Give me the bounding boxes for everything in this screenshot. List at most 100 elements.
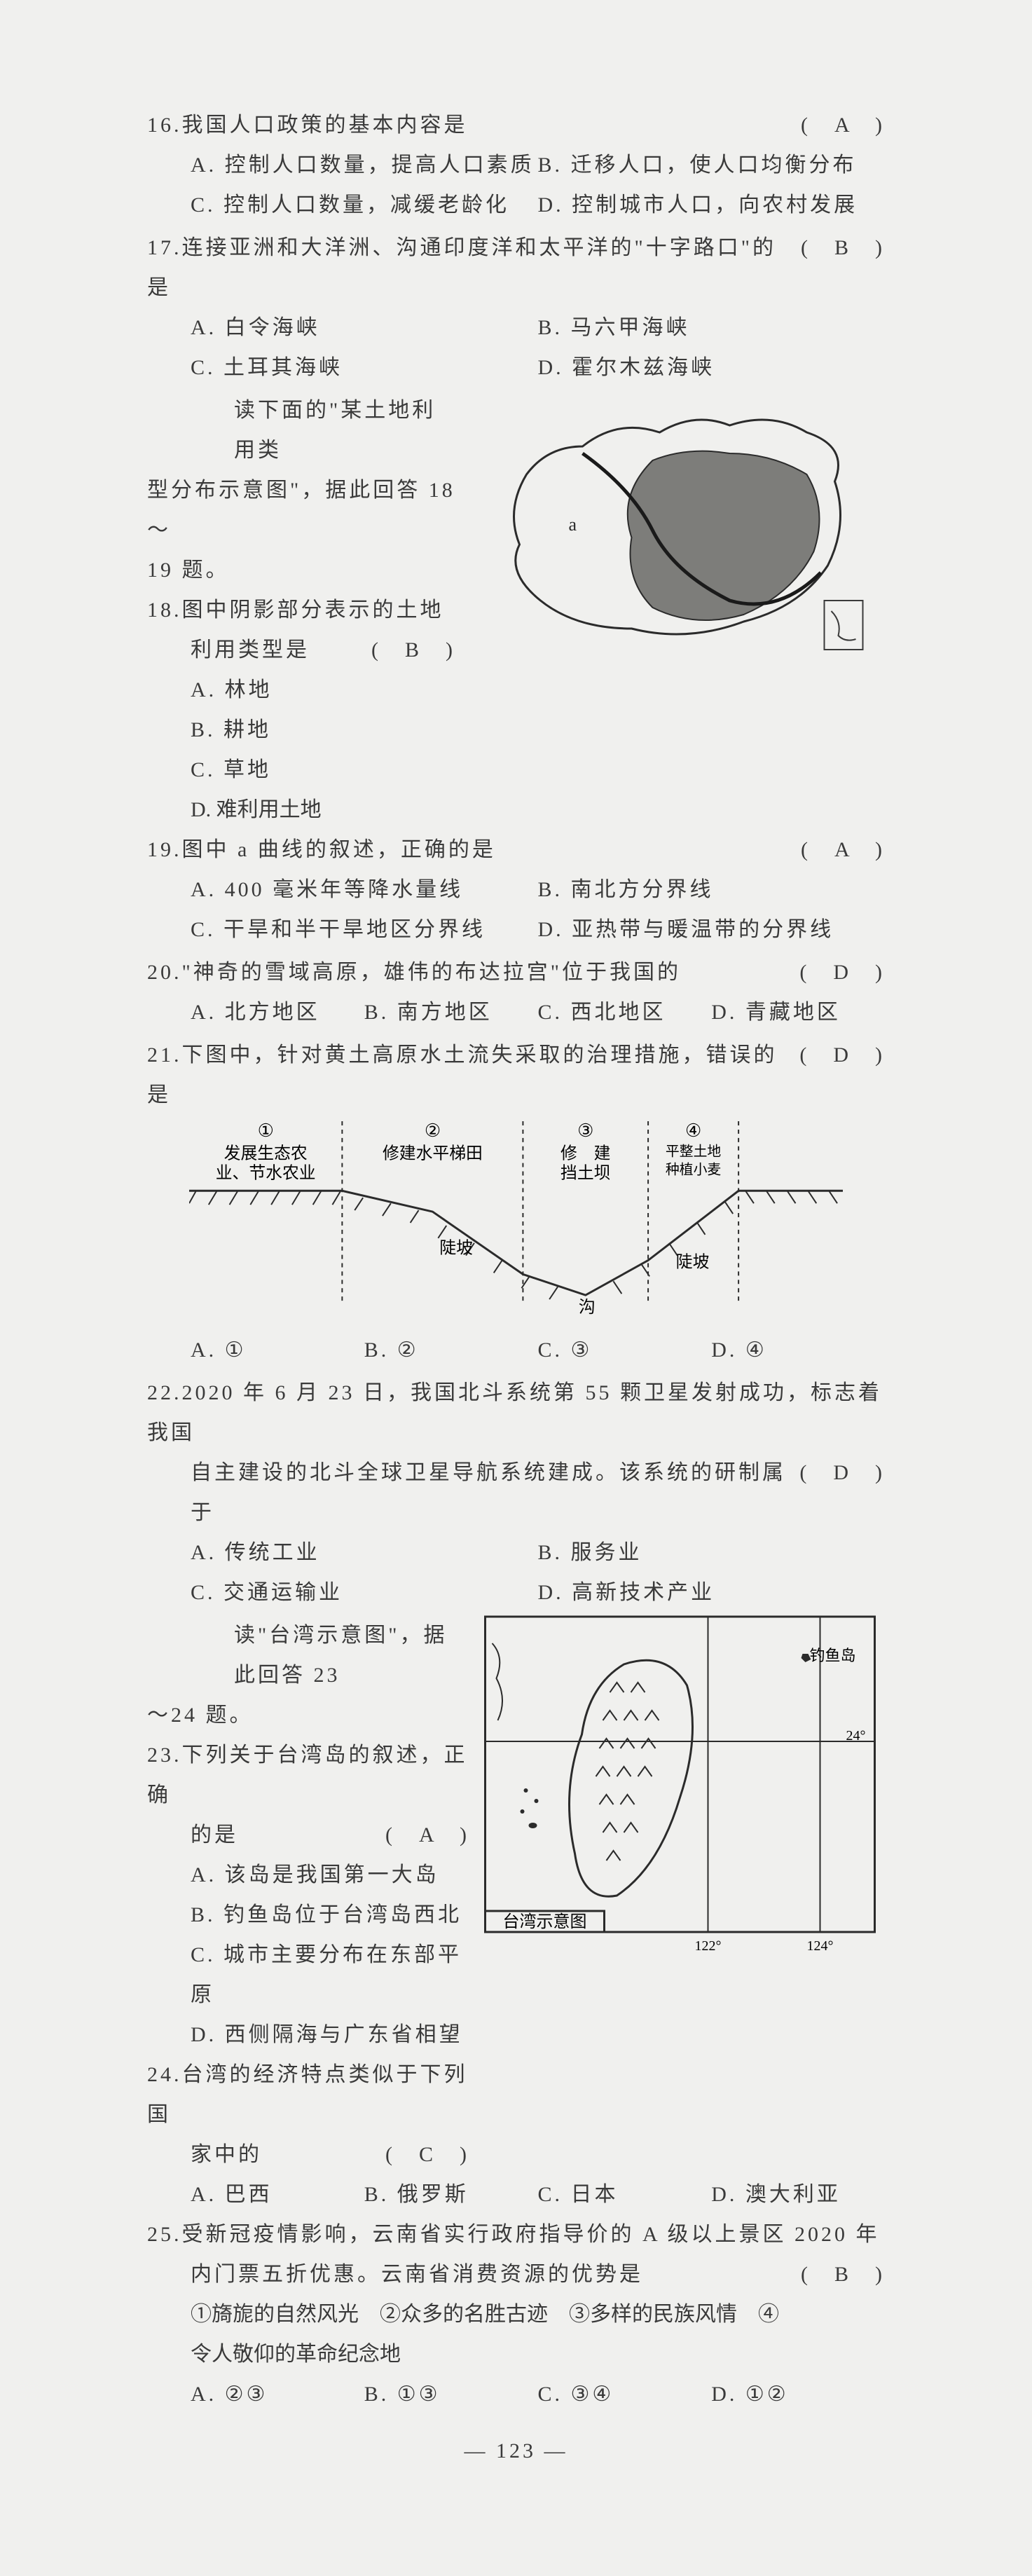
q21-num: 21. (147, 1043, 182, 1067)
q24-num: 24. (147, 2063, 182, 2086)
q22-stem2: 自主建设的北斗全球卫星导航系统建成。该系统的研制属于 (191, 1453, 791, 1533)
diag-slope2: 陡坡 (676, 1252, 710, 1271)
q16-optA: A. 控制人口数量，提高人口素质 (191, 145, 538, 185)
q18-answer: B (405, 638, 422, 662)
q16-optB: B. 迁移人口，使人口均衡分布 (538, 145, 886, 185)
q23-stem1: 下列关于台湾岛的叙述，正确 (147, 1743, 468, 1807)
map-intro-1: 读下面的"某土地利用类 (147, 390, 455, 470)
q17-answer: B (834, 236, 851, 259)
lon-124: 124° (807, 1938, 834, 1954)
q17-num: 17. (147, 236, 182, 259)
q24-optA: A. 巴西 (191, 2174, 364, 2214)
question-25: 25.受新冠疫情影响，云南省实行政府指导价的 A 级以上景区 2020 年 内门… (147, 2214, 885, 2414)
q25-line3: ①旖旎的自然风光 ②众多的名胜古迹 ③多样的民族风情 ④ (147, 2294, 885, 2334)
q18-optD: D. 难利用土地 (147, 790, 885, 830)
q18-optA: A. 林地 (147, 670, 455, 710)
question-21: 21.下图中，针对黄土高原水土流失采取的治理措施，错误的是 ( D ) ① ② … (147, 1035, 885, 1370)
q17-stem: 连接亚洲和大洋洲、沟通印度洋和太平洋的"十字路口"的是 (147, 236, 776, 299)
q25-answer: B (834, 2263, 851, 2286)
question-22: 22.2020 年 6 月 23 日，我国北斗系统第 55 颗卫星发射成功，标志… (147, 1373, 885, 1612)
q20-num: 20. (147, 961, 182, 984)
tw-intro-1: 读"台湾示意图"，据此回答 23 (147, 1615, 469, 1695)
question-17: 17.连接亚洲和大洋洲、沟通印度洋和太平洋的"十字路口"的是 ( B ) A. … (147, 228, 885, 388)
loess-diagram-svg: ① ② ③ ④ 发展生态农 业、节水农业 修建水平梯田 修 建 挡土坝 平整土地… (189, 1121, 843, 1317)
diag-c3: ③ (577, 1121, 593, 1141)
q23-answer: A (419, 1823, 436, 1847)
q24-stem1: 台湾的经济特点类似于下列国 (147, 2063, 468, 2126)
q18-stem2: 利用类型是 (191, 630, 363, 670)
q24-answer: C (419, 2143, 436, 2166)
q22-optA: A. 传统工业 (191, 1533, 538, 1573)
q25-line4: 令人敬仰的革命纪念地 (147, 2334, 885, 2374)
tw-intro-2: ～24 题。 (147, 1695, 469, 1735)
q21-stem: 下图中，针对黄土高原水土流失采取的治理措施，错误的是 (147, 1043, 778, 1107)
q24-optB: B. 俄罗斯 (364, 2174, 538, 2214)
diag-c4: ④ (685, 1121, 701, 1141)
q18-optB: B. 耕地 (147, 710, 455, 750)
diag-t1b: 业、节水农业 (216, 1163, 316, 1182)
q22-optD: D. 高新技术产业 (538, 1573, 886, 1612)
diag-c1: ① (258, 1121, 274, 1141)
q21-optD: D. ④ (711, 1330, 885, 1370)
diag-t4b: 种植小麦 (666, 1162, 722, 1177)
q25-optB: B. ①③ (364, 2374, 538, 2414)
q17-optD: D. 霍尔木兹海峡 (538, 348, 886, 388)
q22-optC: C. 交通运输业 (191, 1573, 538, 1612)
q19-optD: D. 亚热带与暖温带的分界线 (538, 910, 886, 950)
question-19: 19.图中 a 曲线的叙述，正确的是 ( A ) A. 400 毫米年等降水量线… (147, 830, 885, 950)
q22-stem1: 2020 年 6 月 23 日，我国北斗系统第 55 颗卫星发射成功，标志着我国 (147, 1381, 882, 1444)
q22-answer: D (833, 1461, 851, 1484)
q16-num: 16. (147, 114, 182, 137)
q20-optA: A. 北方地区 (191, 992, 364, 1032)
q23-stem2: 的是 (191, 1815, 377, 1855)
q16-answer: A (834, 114, 851, 137)
diag-t3b: 挡土坝 (560, 1163, 610, 1182)
q17-optA: A. 白令海峡 (191, 308, 538, 348)
q25-num: 25. (147, 2223, 182, 2246)
q21-optA: A. ① (191, 1330, 364, 1370)
diag-t1a: 发展生态农 (224, 1144, 308, 1163)
q16-optD: D. 控制城市人口，向农村发展 (538, 185, 886, 225)
q23-optB: B. 钓鱼岛位于台湾岛西北 (147, 1895, 469, 1935)
q19-stem: 图中 a 曲线的叙述，正确的是 (182, 838, 496, 861)
q20-optD: D. 青藏地区 (711, 992, 885, 1032)
taiwan-block: 读"台湾示意图"，据此回答 23 ～24 题。 23.下列关于台湾岛的叙述，正确… (147, 1615, 885, 2174)
q19-optB: B. 南北方分界线 (538, 870, 886, 910)
lon-122: 122° (695, 1938, 722, 1954)
diag-t2: 修建水平梯田 (383, 1144, 483, 1163)
question-16: 16.我国人口政策的基本内容是 ( A ) A. 控制人口数量，提高人口素质 B… (147, 105, 885, 225)
exam-page: 16.我国人口政策的基本内容是 ( A ) A. 控制人口数量，提高人口素质 B… (0, 0, 1032, 2576)
q21-optC: C. ③ (538, 1330, 712, 1370)
q23-optC: C. 城市主要分布在东部平原 (147, 1935, 469, 2015)
q23-optA: A. 该岛是我国第一大岛 (147, 1855, 469, 1895)
q18-stem1: 图中阴影部分表示的土地 (182, 598, 444, 622)
q25-stem1: 受新冠疫情影响，云南省实行政府指导价的 A 级以上景区 2020 年 (182, 2223, 880, 2246)
q25-optA: A. ②③ (191, 2374, 364, 2414)
q22-optB: B. 服务业 (538, 1533, 886, 1573)
diag-t3a: 修 建 (560, 1144, 610, 1163)
diag-slope1: 陡坡 (439, 1239, 473, 1258)
map-label-a: a (569, 514, 577, 535)
q18-optC: C. 草地 (147, 750, 455, 790)
q20-optB: B. 南方地区 (364, 992, 538, 1032)
q19-optC: C. 干旱和半干旱地区分界线 (191, 910, 538, 950)
q21-answer: D (833, 1043, 851, 1067)
q24-optC: C. 日本 (538, 2174, 712, 2214)
q20-stem: "神奇的雪域高原，雄伟的布达拉宫"位于我国的 (182, 961, 682, 984)
china-map-block: 读下面的"某土地利用类 型分布示意图"，据此回答 18～ 19 题。 18.图中… (147, 390, 885, 790)
map-intro-3: 19 题。 (147, 550, 455, 590)
q25-stem2: 内门票五折优惠。云南省消费资源的优势是 (191, 2254, 792, 2294)
q17-optC: C. 土耳其海峡 (191, 348, 538, 388)
q21-optB: B. ② (364, 1330, 538, 1370)
q17-optB: B. 马六甲海峡 (538, 308, 886, 348)
q22-num: 22. (147, 1381, 182, 1404)
lat-24: 24° (846, 1728, 866, 1743)
diag-t4a: 平整土地 (666, 1144, 722, 1160)
diaoyu-label: 钓鱼岛 (809, 1647, 855, 1664)
q25-optC: C. ③④ (538, 2374, 712, 2414)
china-map-svg: a (462, 390, 885, 657)
q24-stem2: 家中的 (191, 2135, 377, 2174)
tw-title: 台湾示意图 (503, 1912, 587, 1931)
q19-answer: A (834, 838, 851, 861)
q24-optD: D. 澳大利亚 (711, 2174, 885, 2214)
